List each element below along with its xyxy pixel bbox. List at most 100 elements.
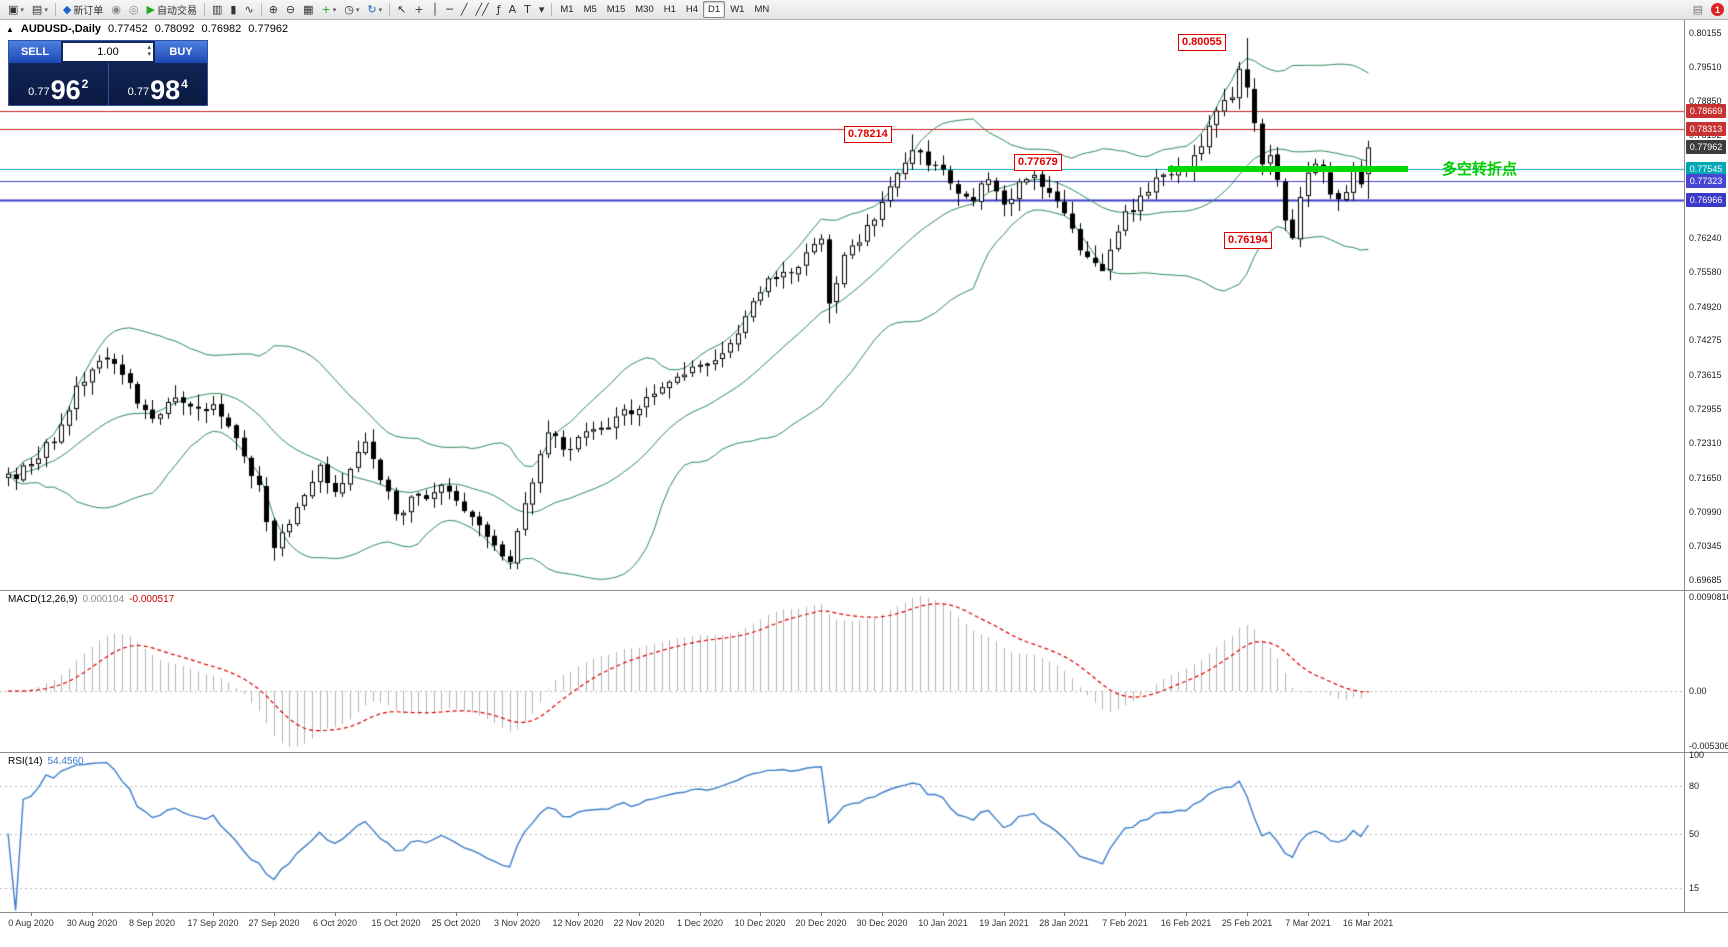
trendline-button[interactable]: ╱ (457, 0, 472, 19)
timeframe-mn-button[interactable]: MN (754, 4, 770, 15)
time-axis-tick (335, 912, 336, 916)
shapes-button[interactable]: ▾ (535, 0, 549, 19)
line-chart-button[interactable]: ∿ (240, 0, 257, 19)
rsi-axis-label: 80 (1689, 781, 1700, 792)
time-axis-label: 8 Sep 2020 (128, 918, 176, 928)
vertical-line-icon: │ (431, 3, 439, 16)
text-button[interactable]: A (505, 0, 521, 19)
time-axis-tick (213, 912, 214, 916)
volume-up-icon[interactable]: ▴ (147, 44, 151, 51)
volume-input[interactable]: 1.00 ▴ ▾ (63, 43, 153, 61)
time-axis-label: 28 Jan 2021 (1039, 918, 1089, 928)
zoom-out-button[interactable]: ⊖ (282, 0, 299, 19)
timeframe-m1-button[interactable]: M1 (560, 4, 574, 15)
sell-price[interactable]: 0.77 96 2 (9, 63, 109, 105)
crosshair-button[interactable]: + (410, 0, 427, 19)
candlestick-chart-button[interactable]: ▮ (226, 0, 240, 19)
one-click-collapse-arrow[interactable]: ▲ (6, 24, 14, 34)
time-axis-label: 10 Jan 2021 (918, 918, 968, 928)
chart-title: ▲ AUDUSD-,Daily 0.77452 0.78092 0.76982 … (6, 23, 288, 35)
time-axis-tick (1308, 912, 1309, 916)
new-order-icon: ◆ (62, 3, 72, 16)
profiles-button[interactable]: ▤ ▾ (28, 0, 52, 19)
price-level-tag: 0.77545 (1686, 162, 1726, 177)
annotation-price-label[interactable]: 0.78214 (844, 126, 892, 143)
toolbar-separator (551, 3, 553, 16)
autotrading-button[interactable]: ▶ 自动交易 (143, 0, 201, 19)
sell-button[interactable]: SELL (9, 41, 61, 63)
templates-icon: ↻ (367, 3, 377, 16)
price-level-tag: 0.78669 (1686, 103, 1726, 118)
horizontal-line-button[interactable]: ─ (442, 0, 457, 19)
notifications-badge[interactable]: 1 (1711, 3, 1724, 16)
text-icon: A (508, 3, 517, 16)
buy-button[interactable]: BUY (155, 41, 207, 63)
indicators-icon: + (321, 3, 331, 16)
time-axis-label: 6 Oct 2020 (312, 918, 358, 928)
buy-price-prefix: 0.77 (127, 86, 150, 98)
price-axis-label: 0.76240 (1689, 232, 1722, 243)
rsi-axis-label: 15 (1689, 883, 1700, 894)
zoom-in-button[interactable]: ⊕ (265, 0, 282, 19)
toolbar-separator (260, 3, 262, 16)
tile-windows-icon: ▦ (303, 3, 314, 16)
market-watch-button[interactable]: ◉ (107, 0, 125, 19)
autotrading-button-label: 自动交易 (157, 6, 197, 17)
new-chart-button[interactable]: ▣ ▾ (4, 0, 28, 19)
annotation-price-label[interactable]: 0.76194 (1224, 232, 1272, 249)
price-level-tag: 0.78313 (1686, 122, 1726, 137)
vertical-line-button[interactable]: │ (428, 0, 443, 19)
tile-windows-button[interactable]: ▦ (299, 0, 317, 19)
price-axis-label: 0.71650 (1689, 472, 1722, 483)
templates-button[interactable]: ↻ ▾ (363, 0, 386, 19)
timeframe-h1-button[interactable]: H1 (663, 4, 676, 15)
time-axis-label: 16 Mar 2021 (1342, 918, 1394, 928)
fibonacci-button[interactable]: ƒ (493, 0, 505, 19)
timeframe-w1-button[interactable]: W1 (730, 4, 745, 15)
toolbar-separator (204, 3, 205, 16)
annotation-price-label[interactable]: 0.80055 (1178, 34, 1226, 51)
periods-button[interactable]: ◷ ▾ (340, 0, 363, 19)
time-axis-label: 12 Nov 2020 (552, 918, 604, 928)
community-button[interactable]: ▤ (1689, 0, 1707, 19)
periods-icon: ◷ (344, 3, 354, 16)
price-axis-label: 0.70345 (1689, 540, 1722, 551)
bar-chart-button[interactable]: ▥ (208, 0, 226, 19)
time-axis-tick (1004, 912, 1005, 916)
volume-down-icon[interactable]: ▾ (147, 51, 151, 58)
time-axis-tick (1186, 912, 1187, 916)
indicators-button[interactable]: + ▾ (318, 0, 341, 19)
data-window-button[interactable]: ◎ (125, 0, 143, 19)
time-axis-tick (1368, 912, 1369, 916)
volume-stepper[interactable]: ▴ ▾ (147, 44, 151, 58)
label-button[interactable]: T (520, 0, 535, 19)
timeframe-m15-button[interactable]: M15 (606, 4, 626, 15)
pivot-highlight-line[interactable] (1168, 166, 1408, 172)
new-order-button[interactable]: ◆ 新订单 (59, 0, 107, 19)
time-axis-tick (152, 912, 153, 916)
timeframe-m5-button[interactable]: M5 (583, 4, 597, 15)
shapes-icon: ▾ (538, 3, 545, 16)
time-axis-label: 1 Dec 2020 (676, 918, 724, 928)
timeframe-h4-button[interactable]: H4 (685, 4, 699, 15)
time-axis-label: 17 Sep 2020 (187, 918, 239, 928)
timeframe-m30-button[interactable]: M30 (635, 4, 654, 15)
main-macd-separator[interactable] (0, 590, 1728, 591)
cursor-button[interactable]: ↖ (393, 0, 410, 19)
macd-rsi-separator[interactable] (0, 752, 1728, 753)
price-axis-border (1684, 20, 1685, 913)
ohlc-high: 0.78092 (154, 23, 195, 35)
pivot-annotation-text: 多空转折点 (1442, 161, 1518, 178)
toolbar-separator (54, 3, 56, 16)
rsi-axis-label: 100 (1689, 750, 1705, 760)
time-axis-label: 19 Jan 2021 (979, 918, 1029, 928)
buy-price[interactable]: 0.77 98 4 (109, 63, 208, 105)
annotation-price-label[interactable]: 0.77679 (1014, 154, 1062, 171)
timeframe-d1-button[interactable]: D1 (703, 1, 726, 18)
chevron-down-icon: ▾ (44, 6, 48, 14)
market-watch-icon: ◉ (111, 3, 121, 16)
channel-button[interactable]: ╱╱ (471, 0, 492, 19)
chevron-down-icon: ▾ (332, 6, 337, 14)
time-axis-label: 10 Dec 2020 (734, 918, 786, 928)
